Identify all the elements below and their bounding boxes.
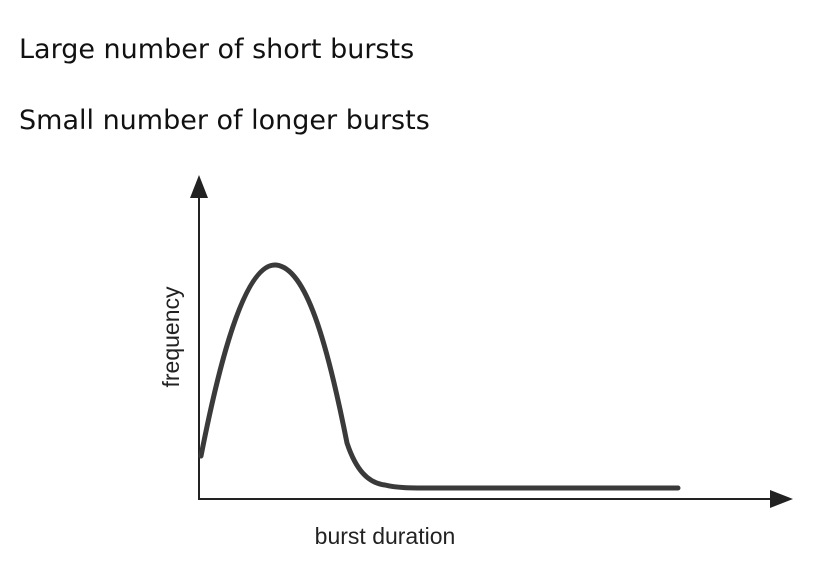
statement-longer-bursts: Small number of longer bursts xyxy=(19,105,430,136)
statement-short-bursts: Large number of short bursts xyxy=(19,34,415,65)
frequency-distribution-curve xyxy=(198,262,681,491)
x-axis-arrowhead xyxy=(770,490,793,508)
y-axis-arrowhead xyxy=(190,175,208,198)
y-axis-label: frequency xyxy=(158,286,184,388)
x-axis-label: burst duration xyxy=(315,523,456,549)
